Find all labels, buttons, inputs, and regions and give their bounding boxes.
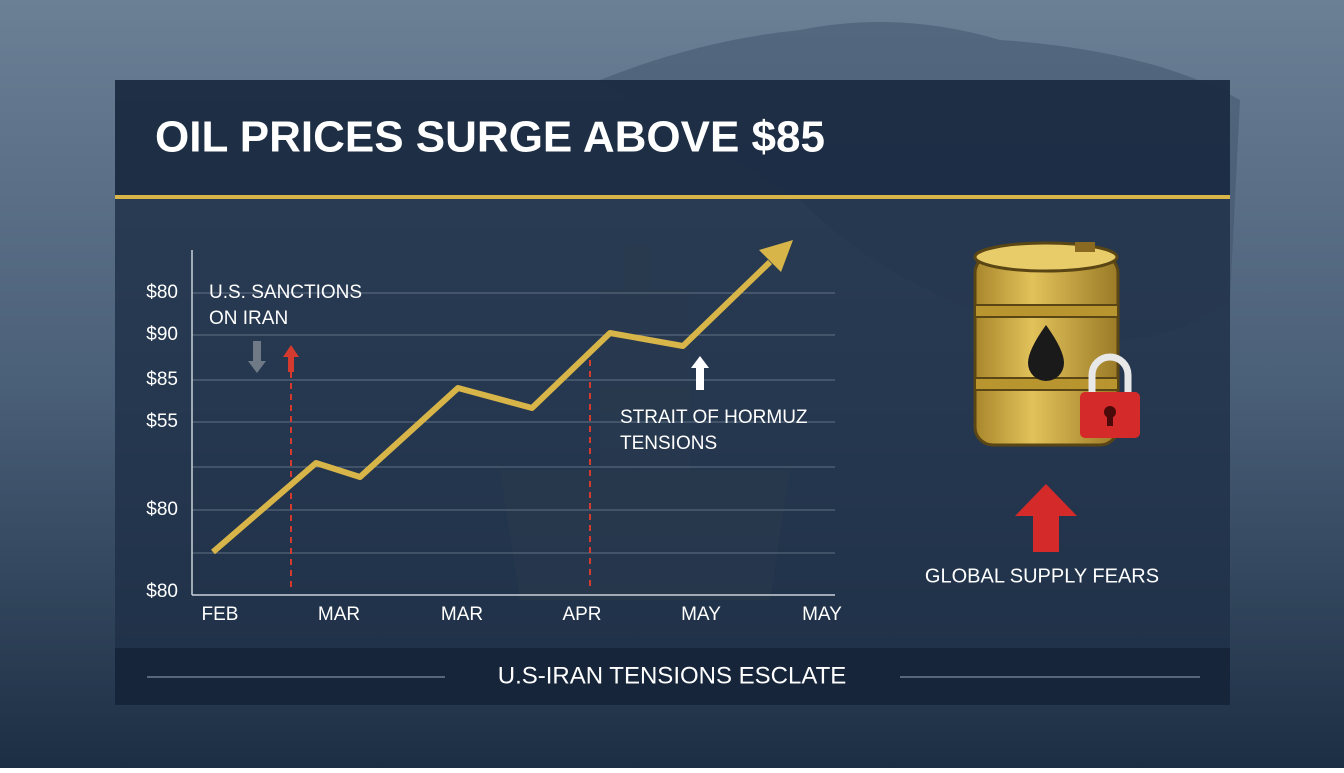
red-up-arrow [1015, 484, 1077, 552]
x-label: MAR [318, 604, 360, 625]
oil-barrel [973, 241, 1140, 447]
x-label: FEB [202, 604, 239, 625]
x-label: MAY [802, 604, 842, 625]
annotation: STRAIT OF HORMUZ [620, 407, 808, 428]
title: OIL PRICES SURGE ABOVE $85 [155, 113, 825, 162]
header-band [115, 80, 1230, 197]
x-label: MAY [681, 604, 721, 625]
y-label: $90 [146, 324, 178, 345]
sidebar-label: GLOBAL SUPPLY FEARS [925, 565, 1159, 587]
grey-arrow [248, 341, 266, 373]
x-label: APR [562, 604, 601, 625]
line-arrowhead [759, 240, 793, 272]
annotation: U.S. SANCTIONS [209, 282, 362, 303]
price-line [211, 259, 773, 555]
annotation: TENSIONS [620, 433, 717, 454]
y-label: $80 [146, 282, 178, 303]
annotation: ON IRAN [209, 308, 288, 329]
y-label: $55 [146, 411, 178, 432]
footer-text: U.S-IRAN TENSIONS ESCLATE [498, 662, 847, 689]
y-label: $85 [146, 369, 178, 390]
y-label: $80 [146, 581, 178, 602]
white-arrow [691, 356, 709, 390]
red-arrow [283, 345, 299, 372]
grid [192, 292, 835, 554]
x-label: MAR [441, 604, 483, 625]
y-label: $80 [146, 499, 178, 520]
gold-rule [115, 195, 1230, 199]
